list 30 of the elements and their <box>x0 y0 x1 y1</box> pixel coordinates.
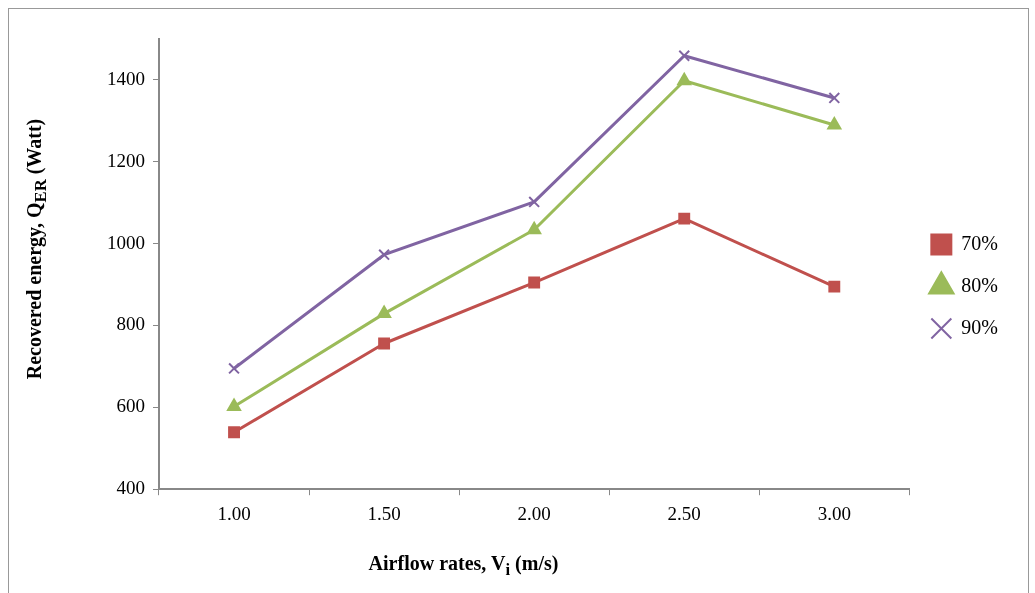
point <box>678 212 691 225</box>
legend-label: 80% <box>961 273 999 296</box>
point <box>226 398 242 412</box>
x-tick-label: 3.00 <box>817 502 851 524</box>
point <box>827 116 842 130</box>
y-tick-label: 1400 <box>107 67 145 89</box>
point <box>678 49 691 62</box>
x-axis-title: Airflow rates, V$_{i}$ (m/s) <box>367 552 560 580</box>
x-tick-label: 1.50 <box>367 502 401 524</box>
point <box>228 362 240 375</box>
point <box>828 91 841 104</box>
point <box>527 221 542 235</box>
x-tick-label: 2.00 <box>517 502 551 524</box>
y-tick-label: 400 <box>116 477 145 499</box>
x-tick-label: 2.50 <box>667 502 701 524</box>
y-tick-label: 800 <box>116 313 145 335</box>
legend-label: 70% <box>961 231 999 254</box>
y-tick-label: 1000 <box>107 231 145 253</box>
point <box>528 276 541 289</box>
point <box>228 426 240 439</box>
x-tick-label: 1.00 <box>217 502 251 524</box>
point <box>528 195 541 208</box>
y-tick-label: 1200 <box>107 149 145 171</box>
legend-label: 90% <box>961 315 999 338</box>
point <box>677 72 692 86</box>
y-tick-label: 600 <box>116 395 145 417</box>
point <box>828 280 841 293</box>
point <box>378 248 391 261</box>
point <box>377 305 392 319</box>
point <box>378 337 391 350</box>
